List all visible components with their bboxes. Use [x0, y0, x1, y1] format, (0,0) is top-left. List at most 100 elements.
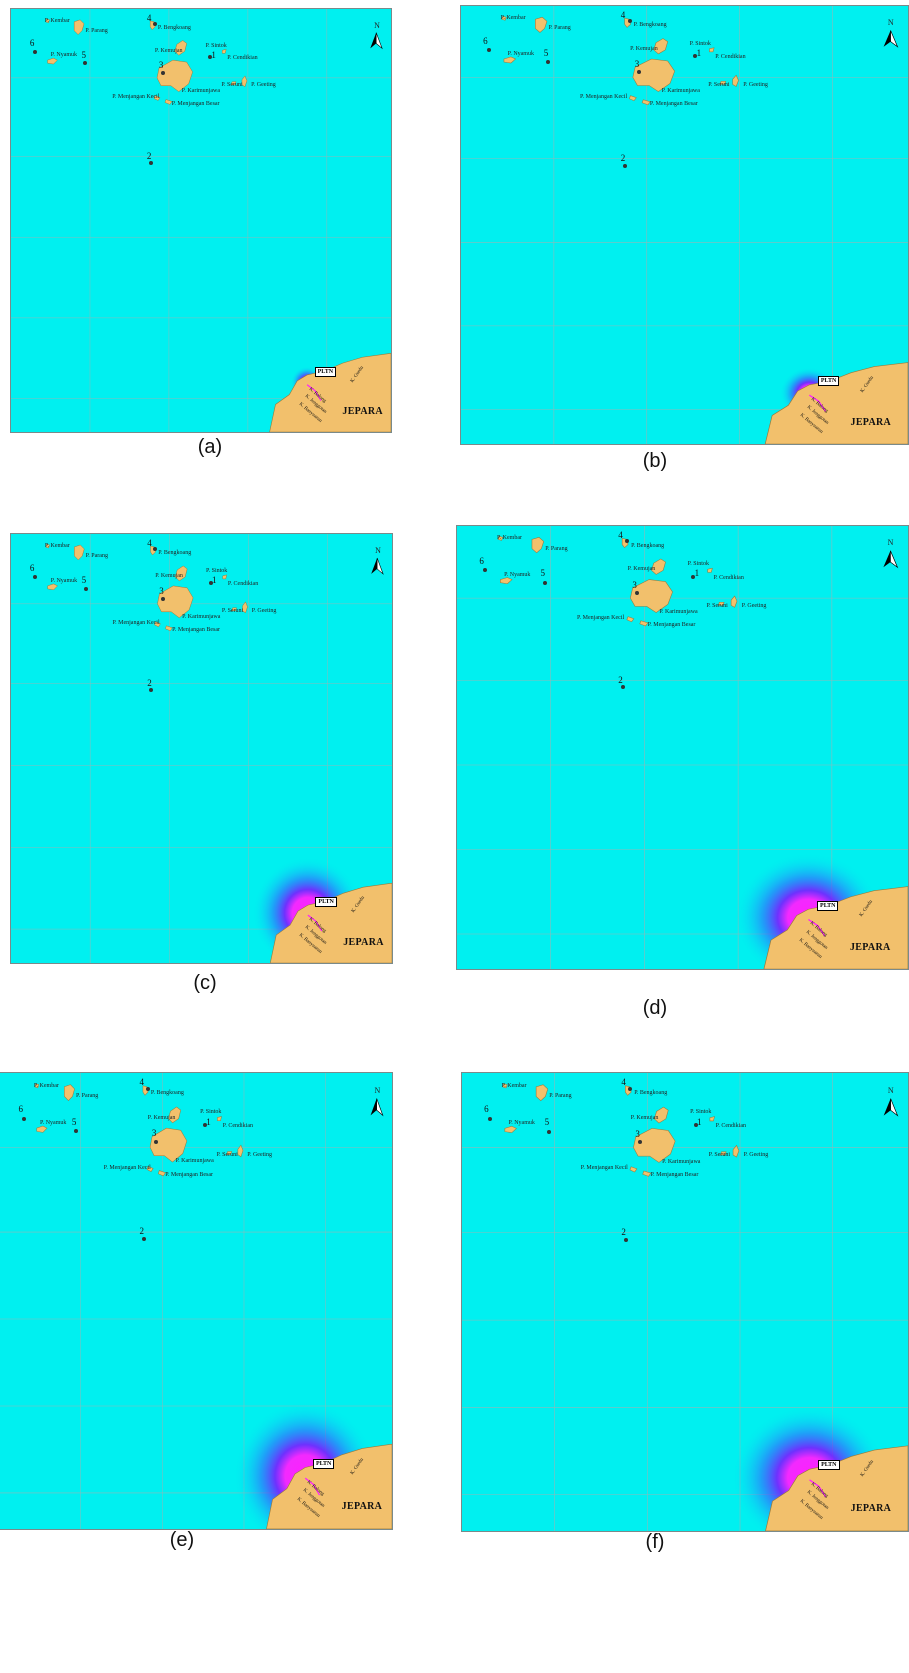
island-label-sintok: P. Sintok	[205, 568, 228, 575]
island-shape	[709, 1116, 715, 1122]
station-number: 5	[540, 568, 546, 579]
station-number: 1	[211, 49, 216, 60]
station-marker	[482, 568, 487, 573]
station-marker	[625, 539, 630, 544]
island-label-menjangan-besar: P. Menjangan Besar	[165, 1172, 214, 1179]
island-shape	[156, 59, 193, 92]
island-label-karimunjawa: P. Karimunjawa	[175, 1158, 214, 1165]
north-arrow-icon	[883, 30, 891, 47]
island-label-karimunjawa: P. Karimunjawa	[659, 608, 698, 615]
panel-caption: (e)	[169, 1529, 195, 1551]
island-shape	[241, 75, 248, 88]
island-label-seruni: P. Seruni	[221, 608, 244, 615]
island-shape	[629, 1166, 638, 1173]
island-shape	[154, 621, 161, 628]
north-arrow-icon	[371, 557, 378, 574]
station-marker	[628, 1086, 633, 1091]
station-marker	[546, 1129, 551, 1134]
pltn-label: PLTN	[818, 1460, 840, 1471]
island-shape	[531, 537, 545, 554]
island-label-kemujan: P. Kemujan	[630, 1114, 659, 1121]
island-label-menjangan-kecil: P. Menjangan Kecil	[112, 94, 160, 100]
map-svg	[457, 526, 908, 969]
north-arrow-icon	[890, 30, 899, 48]
station-number: 6	[479, 556, 484, 567]
station-marker	[21, 1116, 26, 1121]
station-number: 5	[544, 1116, 550, 1127]
island-shape	[47, 583, 58, 591]
north-arrow-icon	[376, 557, 384, 575]
station-marker	[208, 581, 213, 586]
island-label-kemujan: P. Kemujan	[627, 566, 656, 573]
island-label-kemujan: P. Kemujan	[155, 573, 183, 580]
island-label-parang: P. Parang	[75, 1093, 99, 1100]
station-number: 5	[543, 47, 549, 58]
island-shape	[504, 1125, 517, 1133]
station-marker	[153, 1140, 158, 1145]
island-label-bengkoang: P. Bengkoang	[157, 24, 191, 31]
island-shape	[641, 99, 651, 106]
island-label-parang: P. Parang	[85, 553, 108, 560]
station-marker	[542, 580, 547, 585]
island-label-sintok: P. Sintok	[200, 1109, 222, 1116]
north-label: N	[375, 546, 381, 556]
jepara-label: JEPARA	[850, 417, 892, 429]
island-label-menjangan-kecil: P. Menjangan Kecil	[103, 1164, 151, 1171]
island-label-bengkoang: P. Bengkoang	[150, 1090, 184, 1097]
island-shape	[732, 1144, 740, 1158]
island-shape	[174, 40, 187, 56]
station-number: 3	[151, 1128, 157, 1139]
pltn-label: PLTN	[817, 376, 840, 387]
north-label: N	[374, 20, 380, 30]
island-label-nyamuk: P. Nyamuk	[507, 51, 534, 58]
island-shape	[34, 1083, 40, 1089]
island-shape	[222, 574, 228, 580]
island-label-cendikian: P. Cendikian	[715, 54, 746, 61]
island-shape	[64, 1084, 75, 1101]
station-number: 3	[632, 579, 637, 590]
island-shape	[146, 1165, 154, 1172]
island-shape	[653, 38, 668, 55]
island-label-parang: P. Parang	[549, 1093, 572, 1100]
island-label-sintok: P. Sintok	[690, 1109, 712, 1116]
island-label-geleang: P. Geeting	[743, 81, 768, 88]
island-label-bengkoang: P. Bengkoang	[631, 542, 665, 549]
island-label-sintok: P. Sintok	[205, 42, 227, 49]
station-marker	[73, 1129, 78, 1134]
station-number: 1	[211, 575, 217, 586]
island-label-nyamuk: P. Nyamuk	[50, 52, 78, 59]
island-shape	[174, 565, 188, 582]
island-label-menjangan-besar: P. Menjangan Besar	[647, 622, 696, 629]
station-number: 4	[618, 530, 623, 541]
panel-caption: (d)	[642, 997, 668, 1019]
station-number: 1	[694, 568, 700, 579]
map-frame: P. Kembar P. Parang P. Bengkoang P. Nyamuk P…	[456, 525, 909, 970]
station-marker	[149, 688, 154, 693]
island-shape	[630, 579, 673, 613]
island-shape	[651, 558, 666, 575]
island-label-kembar: P. Kembar	[33, 1082, 59, 1089]
island-label-nyamuk: P. Nyamuk	[40, 1119, 67, 1126]
map-svg	[11, 534, 392, 963]
island-shape	[165, 625, 173, 632]
island-shape	[709, 47, 715, 53]
island-shape	[157, 585, 194, 619]
island-shape	[502, 1083, 508, 1089]
station-number: 6	[483, 35, 488, 46]
jepara-label: JEPARA	[342, 406, 383, 418]
island-shape	[633, 1128, 676, 1163]
island-shape	[500, 577, 513, 584]
station-number: 3	[159, 586, 164, 597]
island-label-geleang: P. Geeting	[251, 82, 276, 89]
panel-caption: (c)	[193, 972, 217, 994]
island-label-seruni: P. Seruni	[216, 1151, 238, 1158]
station-number: 2	[621, 1227, 626, 1238]
north-arrow-icon	[376, 1098, 384, 1117]
jepara-label: JEPARA	[341, 1501, 383, 1513]
island-shape	[230, 81, 237, 85]
station-marker	[32, 575, 37, 580]
station-number: 1	[697, 1116, 702, 1127]
station-marker	[208, 55, 213, 60]
island-label-menjangan-kecil: P. Menjangan Kecil	[580, 1165, 628, 1171]
station-marker	[637, 1140, 642, 1145]
